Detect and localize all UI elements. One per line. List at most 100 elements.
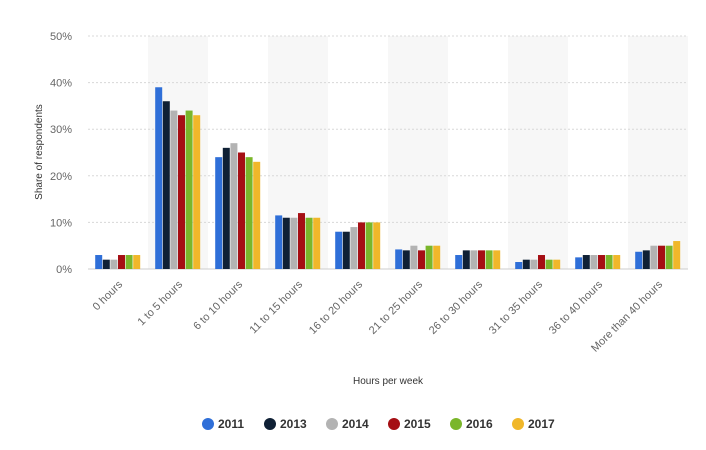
x-axis-ticks: 0 hours 1 to 5 hours 6 to 10 hours 11 to 15… xyxy=(91,278,666,354)
bar-2013-5[interactable] xyxy=(402,250,410,269)
bar-2016-2[interactable] xyxy=(245,157,253,269)
bar-2017-0[interactable] xyxy=(133,255,141,269)
bar-2015-9[interactable] xyxy=(658,245,665,269)
legend-label: 2013 xyxy=(280,417,307,431)
x-tick-label: 1 to 5 hours xyxy=(136,278,186,328)
x-tick-label: 26 to 30 hours xyxy=(427,278,486,337)
x-tick-label: 0 hours xyxy=(91,278,126,313)
bar-2017-3[interactable] xyxy=(313,217,321,269)
bar-2014-7[interactable] xyxy=(530,259,538,269)
bar-2016-0[interactable] xyxy=(125,255,133,269)
bar-2017-4[interactable] xyxy=(373,222,381,269)
bar-2015-5[interactable] xyxy=(418,250,425,269)
bar-2014-3[interactable] xyxy=(290,217,298,269)
bar-2013-8[interactable] xyxy=(582,255,590,269)
bar-2014-8[interactable] xyxy=(590,255,598,269)
bar-2016-8[interactable] xyxy=(605,255,613,269)
bar-2013-4[interactable] xyxy=(342,231,350,269)
category-band xyxy=(628,36,688,269)
y-tick-label: 0% xyxy=(56,264,72,276)
y-tick-label: 10% xyxy=(50,217,72,229)
x-tick-label: 36 to 40 hours xyxy=(547,278,606,337)
bar-2013-7[interactable] xyxy=(522,259,530,269)
bar-2014-2[interactable] xyxy=(230,143,238,269)
bar-2011-2[interactable] xyxy=(215,157,223,269)
bar-2011-6[interactable] xyxy=(455,255,463,269)
legend-swatch xyxy=(326,418,338,430)
y-tick-label: 30% xyxy=(50,124,72,136)
y-tick-label: 50% xyxy=(50,31,72,43)
category-band xyxy=(508,36,568,269)
x-tick-label: 6 to 10 hours xyxy=(191,278,245,332)
bar-2015-0[interactable] xyxy=(118,255,125,269)
legend-swatch xyxy=(202,418,214,430)
bar-2015-3[interactable] xyxy=(298,213,305,269)
legend-swatch xyxy=(264,418,276,430)
bar-2011-1[interactable] xyxy=(155,87,163,269)
bar-2013-1[interactable] xyxy=(162,101,170,270)
legend-item-2016[interactable]: 2016 xyxy=(450,417,493,431)
legend-item-2011[interactable]: 2011 xyxy=(202,417,244,431)
bar-2017-1[interactable] xyxy=(193,115,201,269)
legend-item-2014[interactable]: 2014 xyxy=(326,417,369,431)
bar-2013-3[interactable] xyxy=(282,217,290,269)
bar-2013-0[interactable] xyxy=(102,259,110,269)
bar-2011-7[interactable] xyxy=(515,262,523,269)
bar-2011-4[interactable] xyxy=(335,231,343,269)
bar-2013-9[interactable] xyxy=(642,250,650,269)
bar-2013-2[interactable] xyxy=(222,147,230,269)
bar-2016-5[interactable] xyxy=(425,245,433,269)
bar-2015-7[interactable] xyxy=(538,255,545,269)
bar-2011-9[interactable] xyxy=(635,251,643,269)
bar-2013-6[interactable] xyxy=(462,250,470,269)
bar-2015-1[interactable] xyxy=(178,115,185,269)
category-band xyxy=(388,36,448,269)
bar-2016-3[interactable] xyxy=(305,217,313,269)
legend-item-2015[interactable]: 2015 xyxy=(388,417,431,431)
bar-2016-7[interactable] xyxy=(545,259,553,269)
legend-swatch xyxy=(450,418,462,430)
x-tick-label: 21 to 25 hours xyxy=(367,278,426,337)
bar-2016-6[interactable] xyxy=(485,250,493,269)
x-tick-label: 31 to 35 hours xyxy=(487,278,546,337)
bars xyxy=(95,87,681,270)
bar-2017-5[interactable] xyxy=(433,245,441,269)
legend-item-2013[interactable]: 2013 xyxy=(264,417,307,431)
bar-2017-8[interactable] xyxy=(613,255,621,269)
bar-2016-9[interactable] xyxy=(665,245,673,269)
bar-2011-0[interactable] xyxy=(95,255,103,269)
legend-label: 2011 xyxy=(218,417,244,431)
gridlines xyxy=(88,35,688,270)
bar-2015-2[interactable] xyxy=(238,152,245,270)
bar-2014-6[interactable] xyxy=(470,250,478,269)
bar-2014-0[interactable] xyxy=(110,259,118,269)
y-axis-title: Share of respondents xyxy=(34,104,45,200)
y-tick-label: 40% xyxy=(50,78,72,90)
legend-label: 2017 xyxy=(528,417,555,431)
bar-2017-7[interactable] xyxy=(553,259,561,269)
legend: 2011 2013 2014 2015 2016 2017 xyxy=(202,417,555,431)
y-tick-label: 20% xyxy=(50,171,72,183)
bar-2015-4[interactable] xyxy=(358,222,365,269)
legend-item-2017[interactable]: 2017 xyxy=(512,417,555,431)
bar-2017-6[interactable] xyxy=(493,250,501,269)
bar-2015-6[interactable] xyxy=(478,250,485,269)
bar-2016-1[interactable] xyxy=(185,110,193,269)
y-axis-ticks: 0% 10% 20% 30% 40% 50% xyxy=(50,31,72,276)
legend-label: 2016 xyxy=(466,417,493,431)
x-tick-label: 11 to 15 hours xyxy=(247,278,305,336)
bar-2014-1[interactable] xyxy=(170,110,178,269)
bar-2011-8[interactable] xyxy=(575,257,583,269)
bar-2014-4[interactable] xyxy=(350,227,358,269)
bar-2017-2[interactable] xyxy=(253,161,261,269)
bar-2017-9[interactable] xyxy=(673,241,681,269)
legend-swatch xyxy=(512,418,524,430)
legend-swatch xyxy=(388,418,400,430)
bar-2015-8[interactable] xyxy=(598,255,605,269)
bar-2014-9[interactable] xyxy=(650,245,658,269)
bar-2014-5[interactable] xyxy=(410,245,418,269)
bar-2016-4[interactable] xyxy=(365,222,373,269)
bar-2011-5[interactable] xyxy=(395,249,403,269)
bar-2011-3[interactable] xyxy=(275,215,283,269)
